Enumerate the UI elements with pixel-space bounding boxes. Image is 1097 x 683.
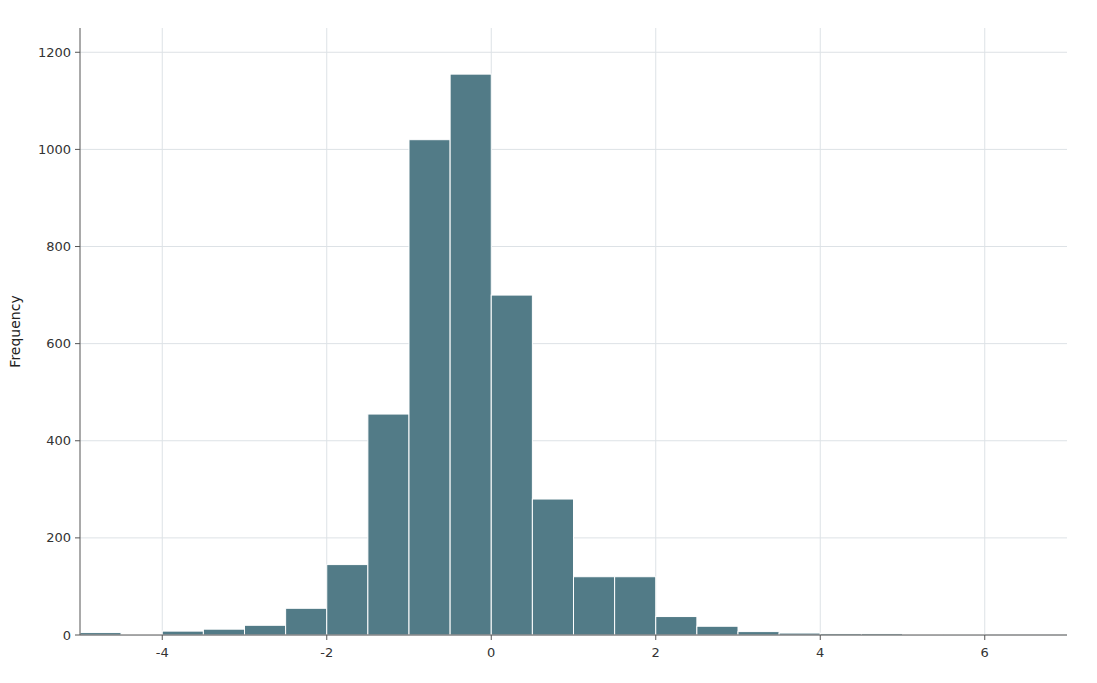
x-axis-line <box>80 635 1067 636</box>
histogram-bar <box>203 629 244 635</box>
x-tick <box>984 635 985 640</box>
y-tick <box>75 440 80 441</box>
y-grid-line <box>80 635 1067 636</box>
histogram-bar <box>574 577 615 635</box>
y-tick <box>75 246 80 247</box>
y-tick <box>75 343 80 344</box>
histogram-bar <box>738 632 779 635</box>
histogram-bar <box>532 499 573 635</box>
y-grid-line <box>80 52 1067 53</box>
x-grid-line <box>820 28 821 635</box>
histogram-bar <box>245 625 286 635</box>
grid <box>80 28 1067 635</box>
y-tick <box>75 149 80 150</box>
histogram-bar <box>450 74 491 635</box>
x-grid-line <box>162 28 163 635</box>
x-tick <box>162 635 163 640</box>
y-tick <box>75 635 80 636</box>
x-tick-label: 6 <box>981 645 989 660</box>
histogram-bar <box>162 631 203 635</box>
x-tick-label: 4 <box>816 645 824 660</box>
histogram-bar <box>491 295 532 635</box>
y-tick <box>75 537 80 538</box>
x-tick <box>655 635 656 640</box>
x-tick-label: 0 <box>487 645 495 660</box>
y-tick-label: 600 <box>46 336 71 351</box>
axes: -4 -2 0 2 4 6 0 200 400 600 800 1000 1200 <box>38 28 1067 660</box>
x-tick <box>820 635 821 640</box>
histogram-bar <box>697 626 738 635</box>
histogram-bar <box>286 608 327 635</box>
y-tick-label: 0 <box>63 628 71 643</box>
y-tick <box>75 52 80 53</box>
x-tick-label: -2 <box>320 645 333 660</box>
y-grid-line <box>80 149 1067 150</box>
histogram-bar <box>327 565 368 635</box>
chart-svg: -4 -2 0 2 4 6 0 200 400 600 800 1000 1200 Frequency <box>0 0 1097 683</box>
y-tick-label: 1000 <box>38 142 71 157</box>
chart-container: -4 -2 0 2 4 6 0 200 400 600 800 1000 1200 Frequency <box>0 0 1097 683</box>
y-grid-line <box>80 440 1067 441</box>
x-tick-label: 2 <box>652 645 660 660</box>
y-tick-label: 200 <box>46 530 71 545</box>
y-tick-label: 1200 <box>38 45 71 60</box>
y-grid-line <box>80 343 1067 344</box>
y-axis-line <box>80 28 81 635</box>
histogram-bar <box>409 140 450 635</box>
bars <box>80 74 985 635</box>
histogram-bar <box>615 577 656 635</box>
y-grid-line <box>80 246 1067 247</box>
x-tick <box>491 635 492 640</box>
x-grid-line <box>984 28 985 635</box>
histogram-bar <box>656 617 697 635</box>
x-tick-label: -4 <box>156 645 169 660</box>
histogram-bar <box>368 414 409 635</box>
x-grid-line <box>655 28 656 635</box>
y-tick-label: 800 <box>46 239 71 254</box>
x-grid-line <box>326 28 327 635</box>
y-tick-label: 400 <box>46 433 71 448</box>
y-axis-title: Frequency <box>7 295 23 367</box>
x-tick <box>326 635 327 640</box>
